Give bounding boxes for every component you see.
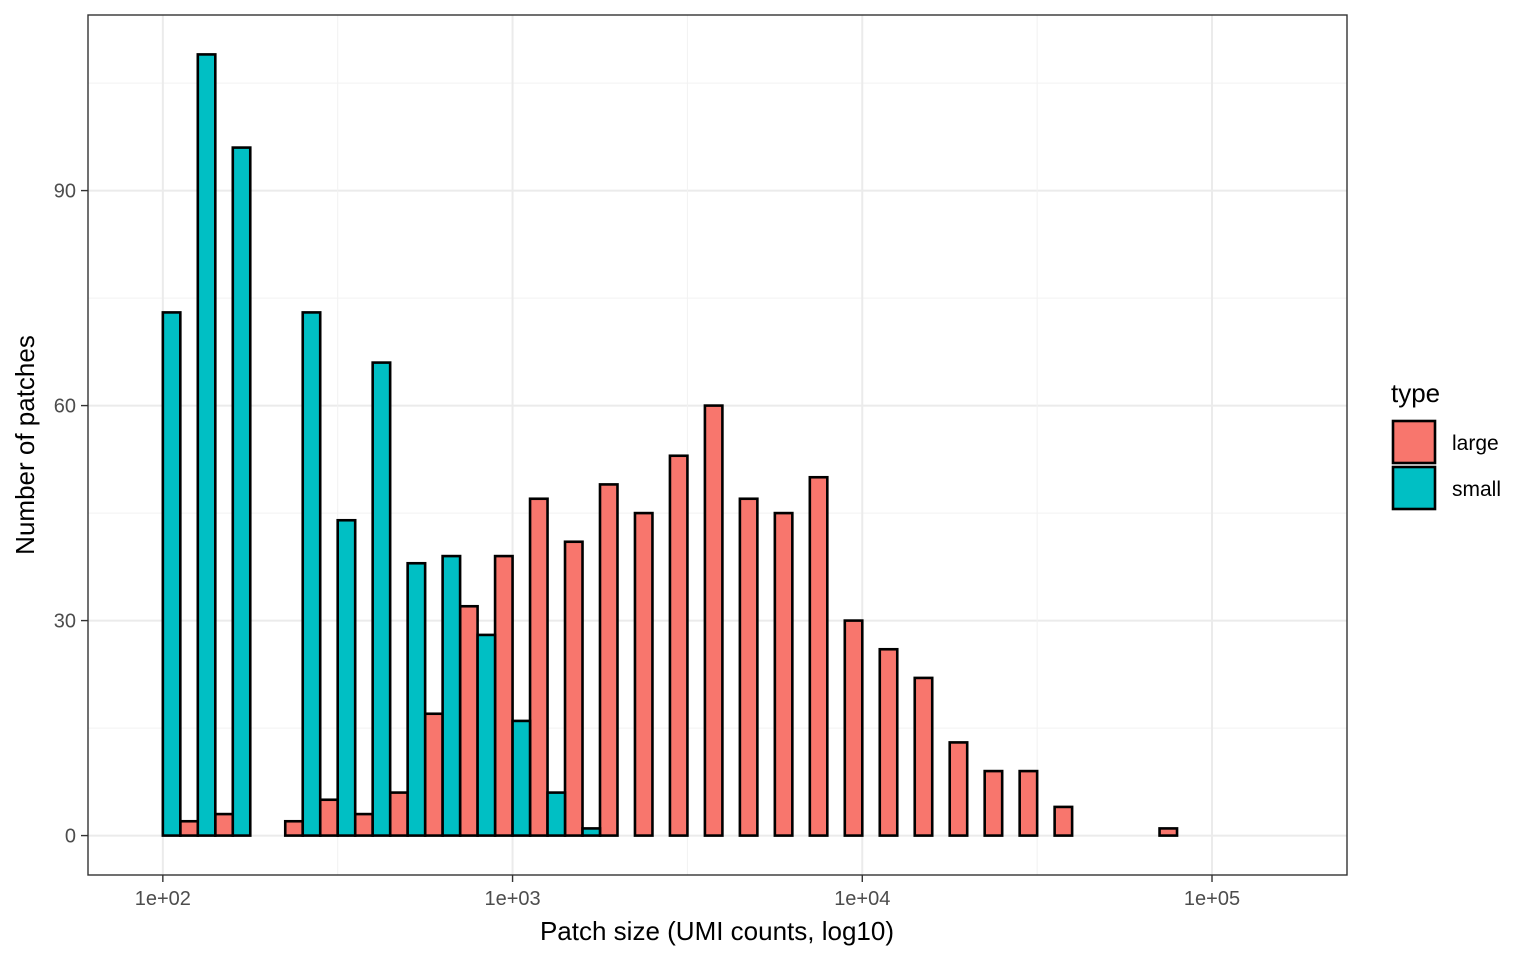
- legend-label-small: small: [1452, 478, 1501, 501]
- x-tick-label: 1e+04: [834, 888, 890, 910]
- bar-large: [808, 475, 829, 837]
- x-tick-label: 1e+03: [484, 888, 540, 910]
- bar-large: [1053, 805, 1074, 837]
- bar-large: [563, 540, 584, 837]
- bar-small: [546, 791, 567, 837]
- bar-small: [371, 361, 392, 837]
- legend-title: type: [1391, 378, 1440, 408]
- bar-large: [179, 819, 200, 837]
- bar-large: [738, 497, 759, 837]
- y-tick-label: 30: [54, 611, 76, 633]
- bar-small: [196, 53, 217, 837]
- bar-large: [633, 511, 654, 837]
- bar-large: [423, 712, 444, 837]
- bar-large: [913, 676, 934, 837]
- bar-small: [336, 518, 357, 837]
- y-tick-label: 90: [54, 181, 76, 203]
- bar-large: [773, 511, 794, 837]
- bar-small: [441, 554, 462, 837]
- bar-large: [843, 619, 864, 837]
- bar-large: [493, 554, 514, 837]
- bar-large: [213, 812, 235, 837]
- x-axis: 1e+02 1e+03 1e+04 1e+05: [135, 875, 1240, 910]
- bars: [161, 53, 1179, 837]
- bar-small: [406, 561, 427, 837]
- bar-large: [948, 741, 969, 837]
- legend: type large small: [1391, 378, 1501, 511]
- bar-small: [476, 633, 497, 837]
- bar-small: [301, 311, 322, 837]
- bar-large: [1018, 769, 1039, 837]
- x-tick-label: 1e+05: [1184, 888, 1240, 910]
- x-axis-title: Patch size (UMI counts, log10): [540, 916, 894, 946]
- bar-large: [318, 798, 340, 837]
- bar-small: [581, 827, 602, 837]
- y-tick-label: 60: [54, 396, 76, 418]
- legend-key-large: [1391, 419, 1437, 465]
- legend-key-small: [1391, 465, 1437, 511]
- bar-large: [458, 604, 479, 837]
- bar-large: [668, 454, 689, 837]
- bar-large: [528, 497, 549, 837]
- bar-large: [283, 819, 305, 837]
- y-tick-label: 0: [65, 826, 76, 848]
- legend-items: large small: [1391, 419, 1501, 511]
- bar-large: [388, 791, 409, 837]
- bar-large: [878, 647, 899, 837]
- bar-large: [598, 483, 619, 837]
- bar-large: [1158, 827, 1179, 837]
- y-axis: 0 30 60 90: [54, 181, 88, 848]
- bar-small: [511, 719, 532, 837]
- bar-small: [161, 311, 182, 837]
- plot-panel-border: [87, 14, 1348, 876]
- bar-large: [353, 812, 374, 837]
- legend-label-large: large: [1452, 432, 1499, 455]
- bar-large: [983, 769, 1004, 837]
- y-axis-title: Number of patches: [10, 335, 40, 555]
- bar-small: [231, 146, 252, 837]
- x-tick-label: 1e+02: [135, 888, 191, 910]
- bar-large: [703, 404, 724, 837]
